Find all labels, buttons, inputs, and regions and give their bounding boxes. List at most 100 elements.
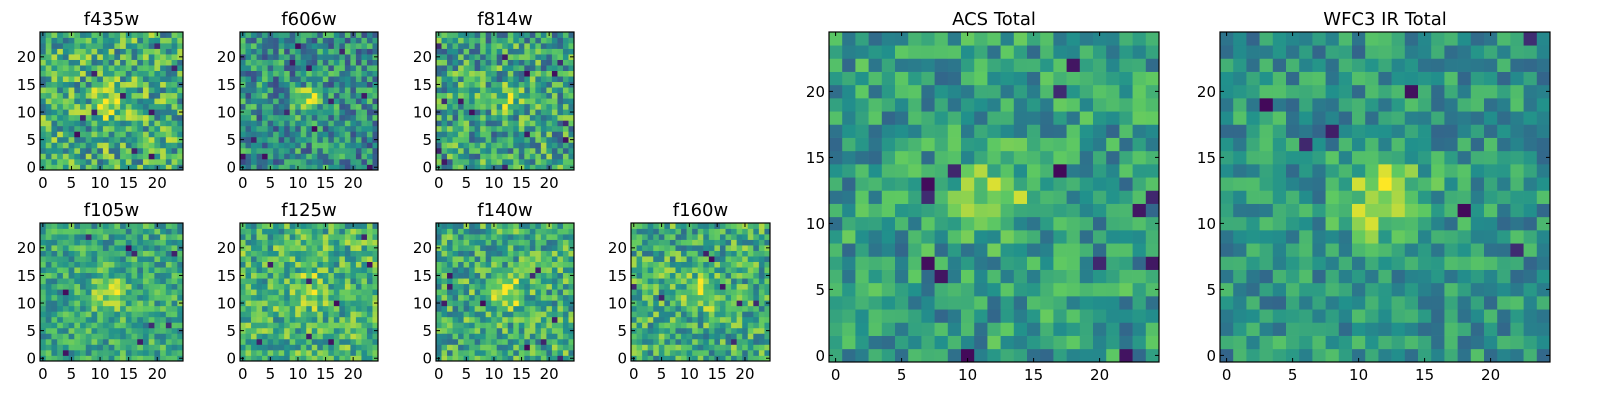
heatmap-cell (491, 234, 498, 240)
heatmap-cell (372, 92, 379, 99)
heatmap-cell (518, 239, 525, 246)
heatmap-cell (300, 223, 307, 229)
heatmap-cell (262, 87, 268, 94)
heatmap-cell (108, 355, 115, 362)
heatmap-cell (142, 228, 150, 235)
heatmap-cell (154, 289, 161, 296)
heatmap-cell (447, 103, 453, 110)
heatmap-cell (452, 153, 459, 160)
heatmap-cell (317, 92, 324, 99)
heatmap-cell (114, 54, 121, 60)
heatmap-cell (311, 283, 318, 290)
heatmap-cell (171, 131, 178, 138)
heatmap-cell (961, 322, 975, 336)
heatmap-cell (518, 109, 525, 116)
heatmap-cell (40, 267, 47, 274)
heatmap-cell (518, 136, 525, 143)
heatmap-cell (262, 344, 268, 351)
heatmap-cell (68, 245, 75, 251)
heatmap-cell (256, 294, 263, 301)
heatmap-cell (171, 256, 178, 262)
heatmap-cell (311, 289, 318, 296)
heatmap-cell (108, 103, 115, 110)
heatmap-cell (306, 87, 313, 94)
heatmap-cell (636, 344, 643, 351)
heatmap-cell (758, 300, 765, 307)
heatmap-cell (114, 164, 121, 171)
heatmap-cell (447, 256, 453, 262)
heatmap-cell (137, 81, 144, 88)
heatmap-cell (496, 153, 503, 160)
heatmap-cell (987, 296, 1001, 310)
heatmap-cell (452, 136, 459, 143)
heatmap-cell (502, 294, 509, 301)
heatmap-cell (40, 103, 47, 110)
heatmap-cell (120, 239, 127, 246)
heatmap-cell (177, 239, 184, 246)
heatmap-cell (636, 250, 643, 257)
heatmap-cell (148, 333, 155, 340)
heatmap-cell (491, 87, 498, 94)
heatmap-cell (636, 316, 643, 323)
heatmap-cell (328, 87, 335, 94)
heatmap-cell (1013, 348, 1028, 363)
heatmap-cell (485, 70, 492, 77)
heatmap-cell (344, 311, 351, 318)
heatmap-cell (300, 54, 307, 60)
heatmap-cell (177, 316, 184, 323)
heatmap-cell (114, 300, 121, 307)
heatmap-cell (631, 316, 637, 323)
heatmap-cell (557, 131, 564, 138)
heatmap-cell (719, 228, 726, 235)
heatmap-cell (485, 250, 492, 257)
heatmap-cell (452, 250, 459, 257)
heatmap-cell (485, 76, 492, 83)
heatmap-cell (1027, 296, 1041, 310)
heatmap-cell (154, 305, 161, 312)
heatmap-cell (463, 245, 470, 251)
heatmap-cell (703, 272, 710, 279)
heatmap-cell (278, 153, 285, 160)
heatmap-cell (1093, 269, 1107, 284)
heatmap-cell (480, 43, 487, 49)
heatmap-cell (513, 147, 520, 154)
heatmap-cell (513, 228, 520, 235)
heatmap-cell (177, 153, 184, 160)
heatmap-cell (1106, 216, 1120, 231)
heatmap-cell (480, 142, 487, 149)
heatmap-cell (736, 223, 743, 229)
heatmap-cell (154, 261, 161, 268)
heatmap-cell (731, 338, 737, 345)
heatmap-cell (85, 120, 92, 127)
heatmap-cell (631, 344, 637, 351)
heatmap-cell (469, 283, 475, 290)
heatmap-cell (469, 344, 475, 351)
heatmap-cell (317, 136, 324, 143)
heatmap-cell (125, 131, 132, 138)
heatmap-cell (108, 239, 115, 246)
heatmap-cell (1106, 309, 1120, 323)
heatmap-cell (240, 142, 246, 149)
heatmap-cell (45, 92, 52, 99)
heatmap-cell (708, 333, 715, 340)
heatmap-cell (125, 267, 132, 274)
heatmap-cell (636, 245, 643, 251)
x-tick-label: 5 (67, 365, 77, 383)
heatmap-cell (142, 349, 150, 356)
heatmap-cell (344, 322, 351, 329)
heatmap-cell (1119, 282, 1133, 297)
heatmap-cell (137, 283, 144, 290)
heatmap-cell (664, 338, 671, 345)
heatmap-cell (62, 272, 69, 279)
heatmap-cell (355, 37, 362, 44)
heatmap-cell (758, 250, 765, 257)
heatmap-cell (114, 322, 121, 329)
heatmap-cell (829, 164, 843, 178)
heatmap-cell (562, 48, 569, 55)
heatmap-cell (647, 223, 654, 229)
heatmap-cell (441, 322, 448, 329)
heatmap-cell (474, 65, 481, 71)
heatmap-cell (74, 158, 81, 165)
